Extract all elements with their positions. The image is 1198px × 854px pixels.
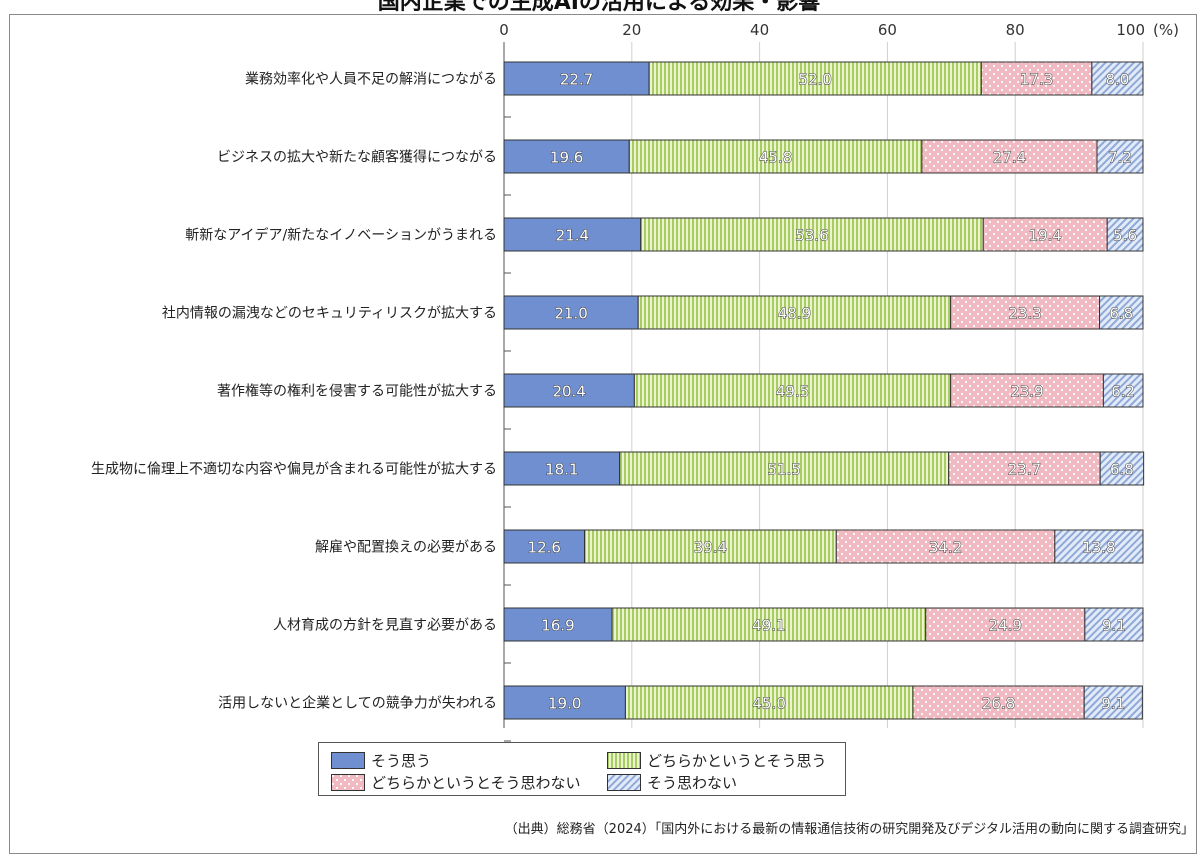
bar-segment <box>912 685 1085 720</box>
bar-value-label: 39.4 <box>694 539 727 557</box>
bar-value-label: 9.1 <box>1102 617 1126 635</box>
bar-value-label: 53.6 <box>795 227 828 245</box>
bar-value-label: 48.9 <box>778 305 811 323</box>
bar-value-label: 9.1 <box>1101 695 1125 713</box>
x-tick-label: 0 <box>499 21 509 39</box>
bar-segment <box>503 607 613 642</box>
bar-segment <box>640 217 984 252</box>
bar-segment <box>1083 685 1143 720</box>
legend-swatch-disagree <box>607 774 641 791</box>
bar-value-label: 7.2 <box>1108 149 1132 167</box>
x-axis-unit-label: (%) <box>1153 21 1179 39</box>
bar-segment <box>950 295 1101 330</box>
bar-segment <box>503 373 635 408</box>
bar-segment <box>503 451 621 486</box>
source-note: （出典）総務省（2024）「国内外における最新の情報通信技術の研究開発及びデジタ… <box>504 822 1194 837</box>
bar-value-label: 13.8 <box>1082 539 1115 557</box>
chart-legend: そう思う どちらかというとそう思う どちらかというとそう思わない そう思わない <box>318 742 846 796</box>
bar-segment <box>637 295 952 330</box>
x-tick-label: 100 <box>1116 21 1145 39</box>
category-label: 人材育成の方針を見直す必要がある <box>273 617 497 634</box>
bar-value-label: 45.0 <box>752 695 785 713</box>
chart-title: 国内企業での生成AIの活用による効果・影響 <box>377 0 821 15</box>
legend-item-disagree: そう思わない <box>607 772 737 793</box>
bar-segment <box>1099 295 1144 330</box>
bar-value-label: 23.7 <box>1008 461 1041 479</box>
bar-segment <box>503 685 626 720</box>
bar-segment <box>503 529 586 564</box>
legend-label-somewhat-agree: どちらかというとそう思う <box>647 752 827 770</box>
bar-segment <box>1099 451 1145 486</box>
legend-label-agree: そう思う <box>371 752 432 770</box>
category-label: 業務効率化や人員不足の解消につながる <box>245 71 497 88</box>
bar-value-label: 24.9 <box>989 617 1022 635</box>
x-tick-label: 60 <box>878 21 897 39</box>
legend-label-disagree: そう思わない <box>647 774 738 792</box>
category-label: 斬新なアイデア/新たなイノベーションがうまれる <box>185 227 497 244</box>
x-tick-label: 80 <box>1006 21 1025 39</box>
legend-swatch-somewhat-disagree <box>331 774 365 791</box>
bar-segment <box>1106 217 1144 252</box>
category-label: 著作権等の権利を侵害する可能性が拡大する <box>217 383 497 400</box>
bar-segment <box>584 529 837 564</box>
bar-value-label: 19.6 <box>550 149 583 167</box>
category-label: 社内情報の漏洩などのセキュリティリスクが拡大する <box>162 306 497 322</box>
bar-value-label: 19.0 <box>548 695 581 713</box>
bar-segment <box>1102 373 1144 408</box>
bar-value-label: 34.2 <box>929 539 962 557</box>
category-label: 解雇や配置換えの必要がある <box>315 539 497 556</box>
legend-item-somewhat-agree: どちらかというとそう思う <box>607 750 827 771</box>
bar-value-label: 22.7 <box>560 71 593 89</box>
bar-value-label: 6.2 <box>1111 383 1135 401</box>
legend-swatch-agree <box>331 752 365 769</box>
category-label: 生成物に倫理上不適切な内容や偏見が含まれる可能性が拡大する <box>91 461 497 478</box>
bar-value-label: 12.6 <box>528 539 561 557</box>
bar-value-label: 8.0 <box>1106 71 1130 89</box>
bar-segment <box>619 451 950 486</box>
category-label: 活用しないと企業としての競争力が失われる <box>218 695 497 712</box>
bar-segment <box>948 451 1101 486</box>
bar-value-label: 51.5 <box>767 461 800 479</box>
bar-segment <box>628 139 923 174</box>
bar-value-label: 20.4 <box>552 383 585 401</box>
bar-segment <box>925 607 1086 642</box>
x-tick-label: 20 <box>622 21 641 39</box>
bar-segment <box>1096 139 1144 174</box>
bar-value-label: 52.0 <box>798 71 831 89</box>
bar-value-label: 23.3 <box>1008 305 1041 323</box>
bar-value-label: 6.8 <box>1109 305 1133 323</box>
bar-value-label: 6.8 <box>1110 461 1134 479</box>
category-label: ビジネスの拡大や新たな顧客獲得につながる <box>217 149 497 166</box>
legend-item-agree: そう思う <box>331 750 431 771</box>
bar-segment <box>1084 607 1144 642</box>
bar-segment <box>503 295 639 330</box>
legend-item-somewhat-disagree: どちらかというとそう思わない <box>331 772 581 793</box>
legend-label-somewhat-disagree: どちらかというとそう思わない <box>371 774 581 792</box>
bar-segment <box>648 61 982 96</box>
bar-value-label: 18.1 <box>545 461 578 479</box>
bar-value-label: 19.4 <box>1029 227 1062 245</box>
bar-value-label: 26.8 <box>982 695 1015 713</box>
x-tick-label: 40 <box>750 21 769 39</box>
bar-value-label: 16.9 <box>541 617 574 635</box>
bar-value-label: 49.1 <box>752 617 785 635</box>
bar-segment <box>1054 529 1144 564</box>
legend-swatch-somewhat-agree <box>607 752 641 769</box>
bar-value-label: 17.3 <box>1020 71 1053 89</box>
bar-value-label: 21.0 <box>554 305 587 323</box>
bar-value-label: 23.9 <box>1010 383 1043 401</box>
bar-value-label: 49.5 <box>776 383 809 401</box>
bar-value-label: 45.8 <box>759 149 792 167</box>
bar-value-label: 21.4 <box>556 227 589 245</box>
bar-segment <box>835 529 1056 564</box>
bar-segment <box>950 373 1104 408</box>
bar-segment <box>633 373 952 408</box>
bar-value-label: 27.4 <box>993 149 1026 167</box>
bar-value-label: 5.6 <box>1113 227 1137 245</box>
bar-segment <box>1091 61 1144 96</box>
